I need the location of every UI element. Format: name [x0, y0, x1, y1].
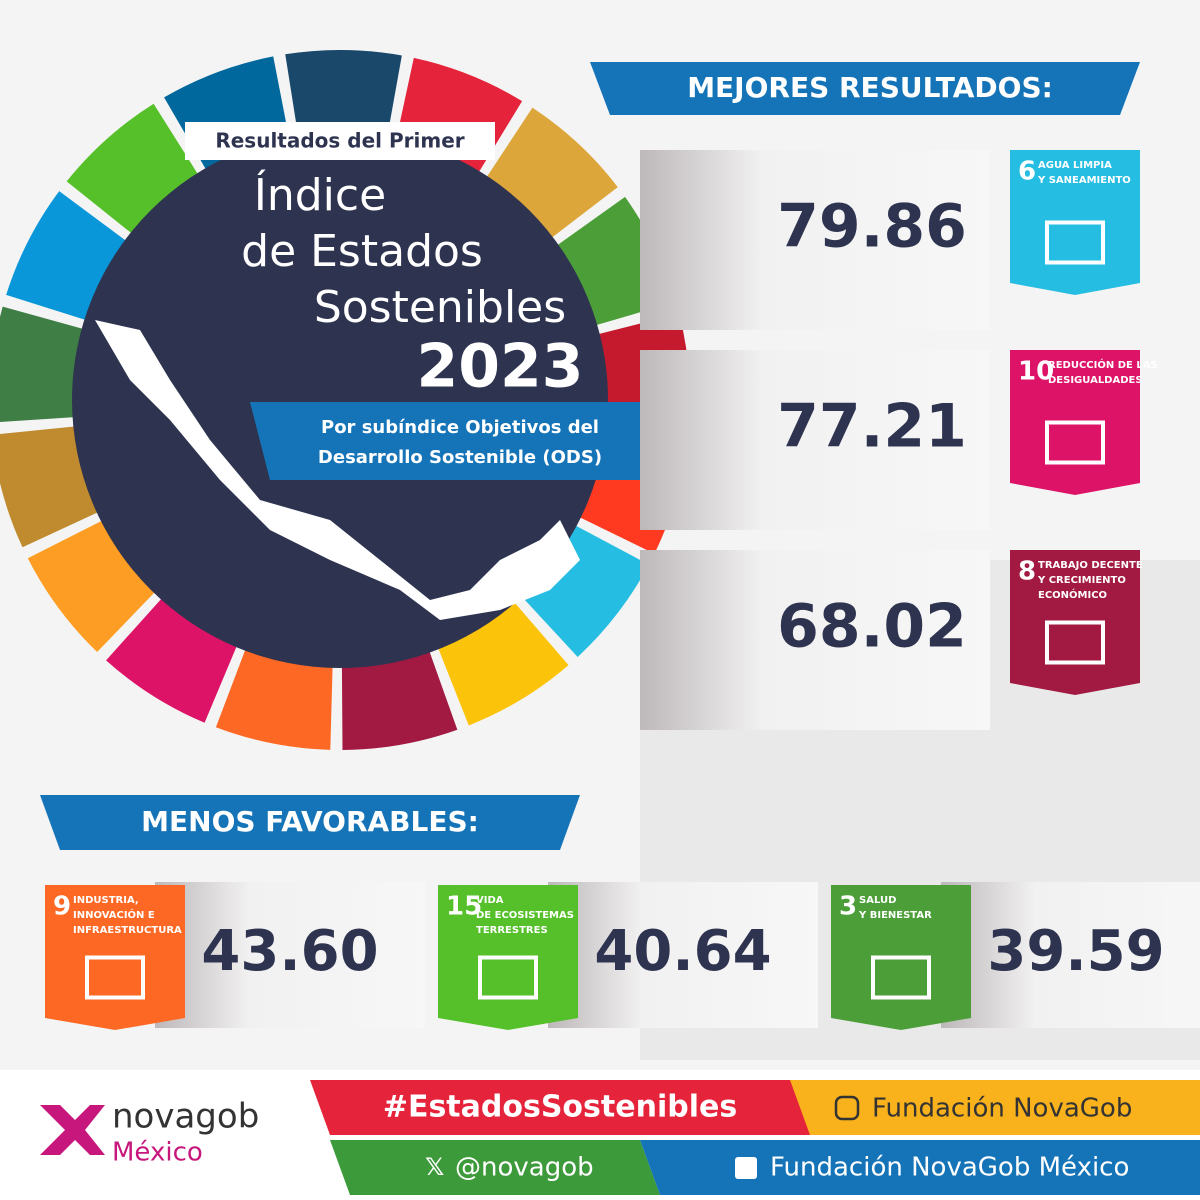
score-bar [640, 350, 990, 530]
title-line: de Estados [241, 226, 483, 277]
goal-name: VIDA [476, 895, 504, 906]
score-bar [941, 882, 1200, 1028]
wheel-segment [0, 426, 103, 548]
facebook: Fundación NovaGob México [770, 1153, 1129, 1183]
best-heading: MEJORES RESULTADOS: [687, 71, 1053, 104]
title-line: Sostenibles [314, 282, 566, 333]
goal-number: 8 [1018, 557, 1036, 587]
instagram-icon [834, 1095, 860, 1121]
score-bar [640, 550, 990, 730]
goal-name: DESIGUALDADES [1048, 375, 1143, 386]
subtitle-line: Desarrollo Sostenible (ODS) [318, 447, 602, 468]
score-bar [155, 882, 425, 1028]
worst-banner [40, 795, 580, 850]
brand: novagob [112, 1097, 259, 1137]
wheel-segment [341, 646, 458, 750]
x-handle: @novagob [455, 1153, 594, 1183]
goal-number: 15 [446, 892, 482, 922]
goal-name: Y BIENESTAR [858, 910, 932, 921]
kicker: Resultados del Primer [215, 129, 464, 153]
score: 68.02 [777, 592, 967, 662]
goal-icon [1045, 220, 1105, 265]
goal-name: ECONÓMICO [1038, 588, 1107, 601]
score: 79.86 [777, 192, 967, 262]
wheel-center [72, 132, 608, 668]
goal-number: 10 [1018, 357, 1054, 387]
goal-number: 9 [53, 892, 71, 922]
score: 39.59 [987, 919, 1164, 984]
goal-number: 3 [839, 892, 857, 922]
wheel-segment [484, 107, 618, 241]
goal-name: Y SANEAMIENTO [1037, 175, 1131, 186]
subtitle-line: Por subíndice Objetivos del [321, 417, 599, 438]
score: 43.60 [201, 919, 378, 984]
goal-name: INFRAESTRUCTURA [73, 925, 182, 936]
goal-number: 6 [1018, 157, 1036, 187]
goal-name: INDUSTRIA, [73, 895, 139, 906]
goal-icon [1045, 620, 1105, 665]
x-icon: 𝕏 [425, 1153, 444, 1181]
wheel-segment [215, 644, 333, 750]
hashtag-band [310, 1080, 810, 1135]
facebook-icon [735, 1157, 757, 1179]
goal-name: INNOVACIÓN E [73, 908, 155, 921]
logo-mark [40, 1105, 105, 1155]
x-band [330, 1140, 660, 1195]
score-bar [640, 150, 990, 330]
year: 2023 [417, 332, 584, 402]
score: 77.21 [777, 392, 967, 462]
goal-name: REDUCCIÓN DE LAS [1048, 358, 1158, 371]
country: México [112, 1138, 203, 1168]
score-bar [548, 882, 818, 1028]
facebook-band [640, 1140, 1200, 1195]
mexico-map [95, 320, 580, 620]
instagram: Fundación NovaGob [872, 1094, 1132, 1124]
goal-name: TERRESTRES [476, 925, 548, 936]
title-line: Índice [254, 168, 386, 221]
goal-icon [1045, 420, 1105, 465]
goal-icon [478, 955, 538, 1000]
goal-name: DE ECOSISTEMAS [476, 910, 574, 921]
score: 40.64 [594, 919, 771, 984]
logo [40, 1105, 105, 1155]
goal-icon [871, 955, 931, 1000]
hashtag: #EstadosSostenibles [383, 1090, 737, 1125]
worst-heading: MENOS FAVORABLES: [141, 805, 479, 838]
goal-name: SALUD [859, 895, 896, 906]
best-banner [590, 62, 1140, 115]
goal-name: Y CRECIMIENTO [1037, 575, 1126, 586]
goal-icon [85, 955, 145, 1000]
goal-name: AGUA LIMPIA [1038, 160, 1112, 171]
goal-name: TRABAJO DECENTE [1038, 560, 1143, 571]
wheel-segment [285, 50, 402, 143]
subtitle-banner [250, 402, 640, 480]
instagram-band [780, 1080, 1200, 1135]
wheel-segment [0, 306, 88, 423]
kicker-box [185, 122, 495, 160]
